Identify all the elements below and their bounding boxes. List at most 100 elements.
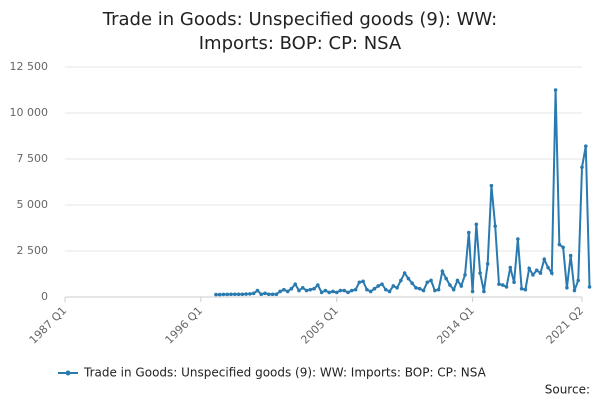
- x-tick-label: 1987 Q1: [27, 304, 70, 347]
- point: [289, 286, 294, 291]
- point: [568, 253, 573, 258]
- point: [331, 289, 335, 294]
- point: [316, 283, 320, 287]
- point: [338, 288, 343, 293]
- point: [353, 287, 358, 292]
- point: [263, 291, 267, 296]
- point: [519, 286, 524, 291]
- point: [361, 279, 365, 284]
- point: [248, 292, 252, 296]
- point: [436, 287, 441, 292]
- point: [572, 288, 577, 293]
- point: [225, 292, 230, 297]
- point: [538, 271, 543, 275]
- point: [470, 289, 475, 294]
- point: [542, 257, 547, 262]
- point: [304, 288, 309, 293]
- point: [221, 292, 226, 297]
- y-tick-label: 0: [41, 290, 48, 303]
- point: [580, 165, 584, 170]
- y-tick-label: 7 500: [17, 152, 49, 165]
- legend-label: Trade in Goods: Unspecified goods (9): W…: [83, 366, 487, 380]
- point: [417, 286, 422, 291]
- point: [251, 291, 256, 296]
- point: [587, 285, 592, 289]
- point: [500, 283, 505, 287]
- point: [308, 287, 313, 292]
- x-tick-label: 2014 Q1: [434, 304, 477, 347]
- point: [270, 292, 275, 297]
- point: [414, 286, 418, 290]
- point: [531, 273, 535, 277]
- point: [527, 266, 531, 271]
- point: [421, 288, 426, 293]
- point: [395, 286, 399, 290]
- point: [312, 286, 316, 291]
- point: [285, 289, 290, 294]
- point: [534, 268, 539, 273]
- point: [402, 271, 407, 275]
- point: [425, 280, 430, 285]
- x-tick-label: 2021 Q2: [544, 304, 587, 347]
- point: [466, 230, 471, 235]
- point: [489, 183, 494, 188]
- y-tick-label: 12 500: [10, 60, 49, 73]
- point: [493, 224, 498, 228]
- point: [240, 292, 245, 297]
- point: [504, 285, 509, 289]
- point: [553, 88, 558, 92]
- chart-title: Trade in Goods: Unspecified goods (9): W…: [102, 9, 498, 54]
- point: [259, 292, 264, 297]
- point: [233, 292, 237, 297]
- point: [278, 289, 282, 294]
- point: [368, 289, 373, 294]
- point: [383, 287, 388, 292]
- point: [463, 273, 467, 277]
- point: [274, 292, 279, 297]
- source: Source:: [545, 383, 590, 397]
- point: [474, 222, 479, 227]
- point: [244, 292, 248, 296]
- point: [293, 282, 297, 286]
- x-tick-label: 2005 Q1: [298, 304, 341, 347]
- point: [387, 289, 392, 294]
- point: [451, 287, 456, 292]
- point: [444, 276, 448, 281]
- point: [323, 288, 328, 293]
- y-tick-label: 10 000: [10, 106, 49, 119]
- point: [516, 237, 520, 241]
- point: [236, 292, 241, 297]
- point: [372, 286, 377, 291]
- point: [512, 280, 516, 285]
- point: [350, 288, 354, 293]
- point: [391, 284, 396, 288]
- point: [346, 290, 350, 295]
- point: [557, 242, 562, 247]
- point: [478, 271, 482, 275]
- point: [376, 284, 381, 288]
- point: [300, 286, 305, 290]
- point: [282, 287, 286, 292]
- point: [482, 289, 486, 294]
- point: [508, 265, 513, 270]
- point: [459, 284, 464, 288]
- point: [550, 271, 554, 275]
- point: [319, 290, 324, 295]
- point: [565, 286, 569, 290]
- series-line: [215, 89, 591, 296]
- point: [576, 278, 581, 283]
- point: [410, 281, 414, 286]
- point: [429, 278, 433, 283]
- point: [523, 287, 528, 292]
- point: [334, 290, 339, 295]
- point: [380, 282, 384, 286]
- point: [327, 290, 331, 295]
- point: [440, 269, 445, 274]
- point: [229, 292, 233, 297]
- point: [357, 280, 362, 285]
- y-tick-label: 5 000: [17, 198, 49, 211]
- point: [399, 278, 403, 283]
- point: [406, 276, 411, 281]
